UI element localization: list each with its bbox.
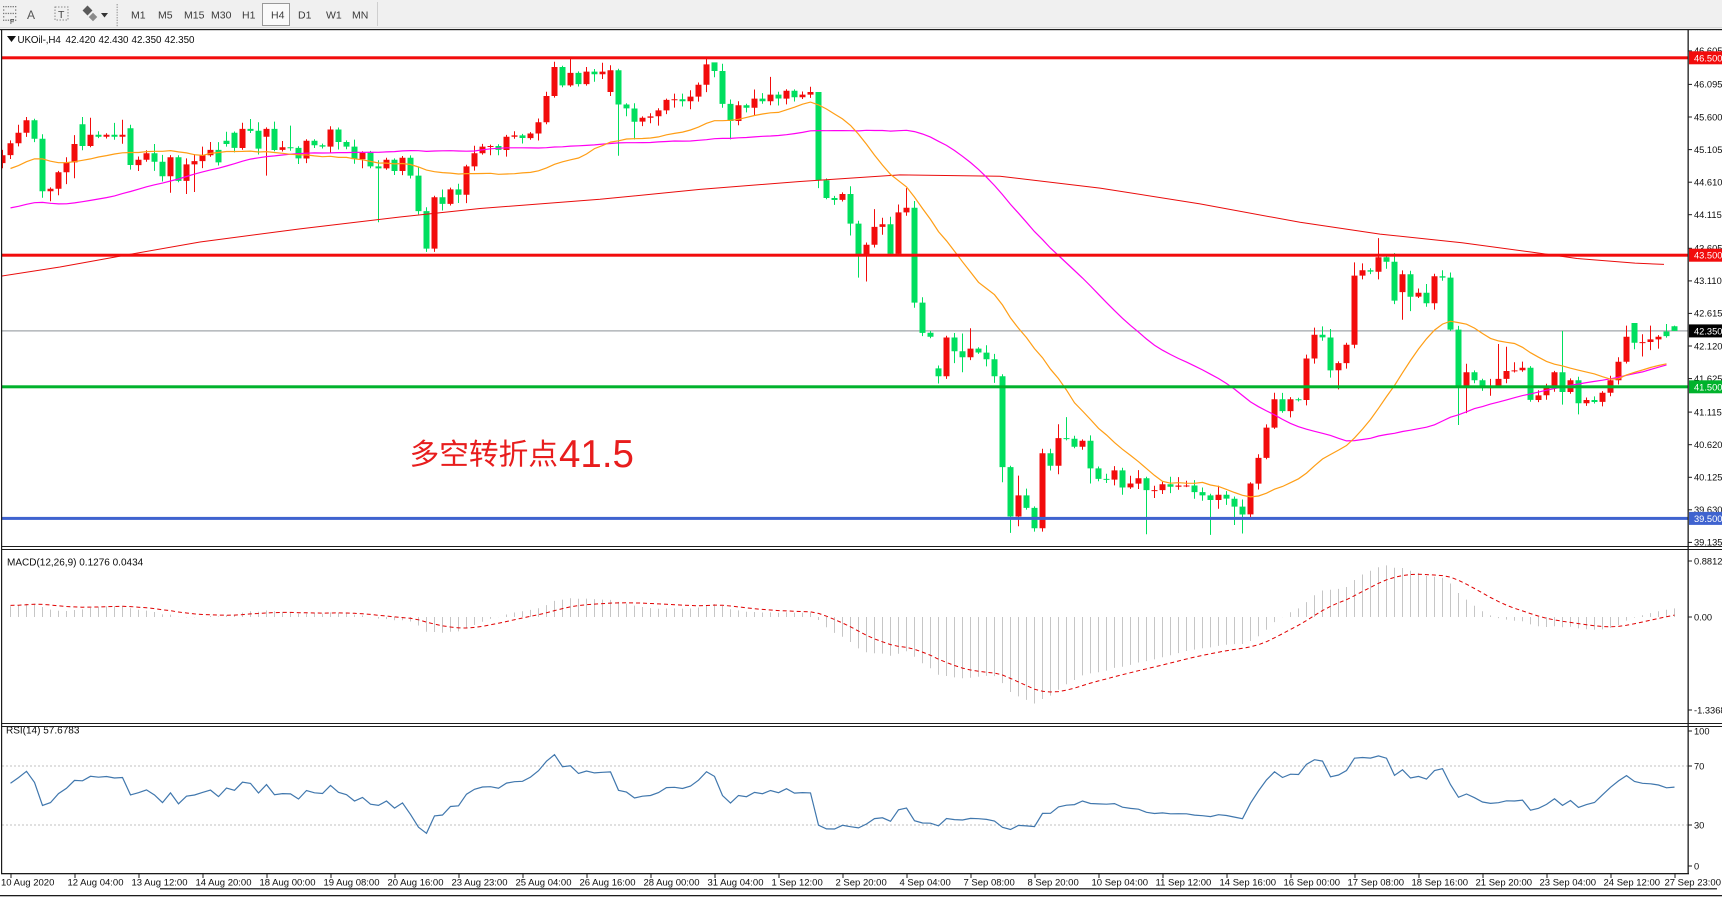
- svg-text:10 Sep 04:00: 10 Sep 04:00: [1092, 878, 1149, 889]
- svg-text:41.5: 41.5: [559, 433, 634, 476]
- svg-text:0: 0: [1694, 861, 1699, 871]
- svg-text:45.600: 45.600: [1694, 112, 1722, 122]
- svg-text:42.420: 42.420: [66, 35, 97, 46]
- svg-text:46.095: 46.095: [1694, 80, 1722, 90]
- svg-text:41.625: 41.625: [1694, 374, 1722, 384]
- svg-text:40.620: 40.620: [1694, 440, 1722, 450]
- svg-text:28 Aug 00:00: 28 Aug 00:00: [644, 878, 700, 889]
- svg-text:2 Sep 20:00: 2 Sep 20:00: [836, 878, 887, 889]
- svg-text:41.115: 41.115: [1694, 407, 1722, 417]
- svg-text:26 Aug 16:00: 26 Aug 16:00: [580, 878, 636, 889]
- svg-text:MN: MN: [352, 10, 368, 22]
- svg-text:43.110: 43.110: [1694, 276, 1722, 286]
- svg-text:H1: H1: [242, 10, 256, 22]
- svg-text:11 Sep 12:00: 11 Sep 12:00: [1156, 878, 1212, 889]
- svg-text:A: A: [27, 8, 35, 22]
- svg-text:16 Sep 00:00: 16 Sep 00:00: [1284, 878, 1341, 889]
- svg-text:20 Aug 16:00: 20 Aug 16:00: [388, 878, 444, 889]
- svg-text:46.605: 46.605: [1694, 46, 1722, 56]
- svg-text:14 Sep 16:00: 14 Sep 16:00: [1220, 878, 1277, 889]
- svg-text:M5: M5: [158, 10, 173, 22]
- svg-text:-1.3368: -1.3368: [1694, 705, 1722, 715]
- svg-text:W1: W1: [326, 10, 342, 22]
- svg-text:23 Sep 04:00: 23 Sep 04:00: [1540, 878, 1597, 889]
- svg-text:T: T: [58, 9, 65, 21]
- svg-text:1 Sep 12:00: 1 Sep 12:00: [772, 878, 823, 889]
- svg-text:UKOil-,H4: UKOil-,H4: [18, 35, 62, 46]
- svg-text:70: 70: [1694, 761, 1704, 771]
- svg-text:18 Aug 00:00: 18 Aug 00:00: [260, 878, 316, 889]
- svg-text:RSI(14) 57.6783: RSI(14) 57.6783: [6, 726, 80, 737]
- svg-text:10 Aug 2020: 10 Aug 2020: [1, 878, 54, 889]
- svg-text:30: 30: [1694, 820, 1704, 830]
- svg-text:42.350: 42.350: [132, 35, 163, 46]
- svg-text:0.00: 0.00: [1694, 612, 1712, 622]
- svg-text:42.430: 42.430: [99, 35, 130, 46]
- svg-text:42.350: 42.350: [165, 35, 196, 46]
- svg-text:23 Aug 23:00: 23 Aug 23:00: [452, 878, 508, 889]
- svg-text:13 Aug 12:00: 13 Aug 12:00: [132, 878, 188, 889]
- svg-text:F: F: [10, 19, 14, 26]
- svg-text:40.125: 40.125: [1694, 473, 1722, 483]
- svg-text:24 Sep 12:00: 24 Sep 12:00: [1604, 878, 1661, 889]
- svg-text:14 Aug 20:00: 14 Aug 20:00: [196, 878, 252, 889]
- svg-text:44.610: 44.610: [1694, 178, 1722, 188]
- svg-text:M15: M15: [184, 10, 205, 22]
- svg-text:27 Sep 23:00: 27 Sep 23:00: [1664, 878, 1721, 889]
- svg-text:17 Sep 08:00: 17 Sep 08:00: [1348, 878, 1405, 889]
- svg-text:46.500: 46.500: [1694, 53, 1722, 63]
- svg-text:31 Aug 04:00: 31 Aug 04:00: [708, 878, 764, 889]
- svg-text:M30: M30: [211, 10, 232, 22]
- svg-text:42.120: 42.120: [1694, 341, 1722, 351]
- svg-text:7 Sep 08:00: 7 Sep 08:00: [964, 878, 1015, 889]
- svg-text:43.605: 43.605: [1694, 244, 1722, 254]
- svg-text:42.350: 42.350: [1694, 326, 1722, 336]
- svg-text:21 Sep 20:00: 21 Sep 20:00: [1476, 878, 1533, 889]
- svg-text:41.500: 41.500: [1694, 382, 1722, 392]
- svg-text:100: 100: [1694, 726, 1710, 736]
- svg-text:45.105: 45.105: [1694, 145, 1722, 155]
- svg-text:18 Sep 16:00: 18 Sep 16:00: [1412, 878, 1469, 889]
- svg-text:8 Sep 20:00: 8 Sep 20:00: [1028, 878, 1079, 889]
- svg-text:39.630: 39.630: [1694, 505, 1722, 515]
- svg-text:44.115: 44.115: [1694, 210, 1722, 220]
- svg-text:43.500: 43.500: [1694, 251, 1722, 261]
- svg-text:42.615: 42.615: [1694, 309, 1722, 319]
- svg-text:39.500: 39.500: [1694, 514, 1722, 524]
- svg-text:0.8812: 0.8812: [1694, 556, 1722, 566]
- svg-text:D1: D1: [298, 10, 312, 22]
- svg-text:MACD(12,26,9) 0.1276 0.0434: MACD(12,26,9) 0.1276 0.0434: [7, 558, 144, 569]
- svg-text:H4: H4: [271, 10, 285, 22]
- svg-text:M1: M1: [131, 10, 146, 22]
- svg-text:4 Sep 04:00: 4 Sep 04:00: [900, 878, 951, 889]
- svg-text:12 Aug 04:00: 12 Aug 04:00: [68, 878, 124, 889]
- svg-text:19 Aug 08:00: 19 Aug 08:00: [324, 878, 380, 889]
- svg-text:25 Aug 04:00: 25 Aug 04:00: [516, 878, 572, 889]
- svg-text:39.135: 39.135: [1694, 538, 1722, 548]
